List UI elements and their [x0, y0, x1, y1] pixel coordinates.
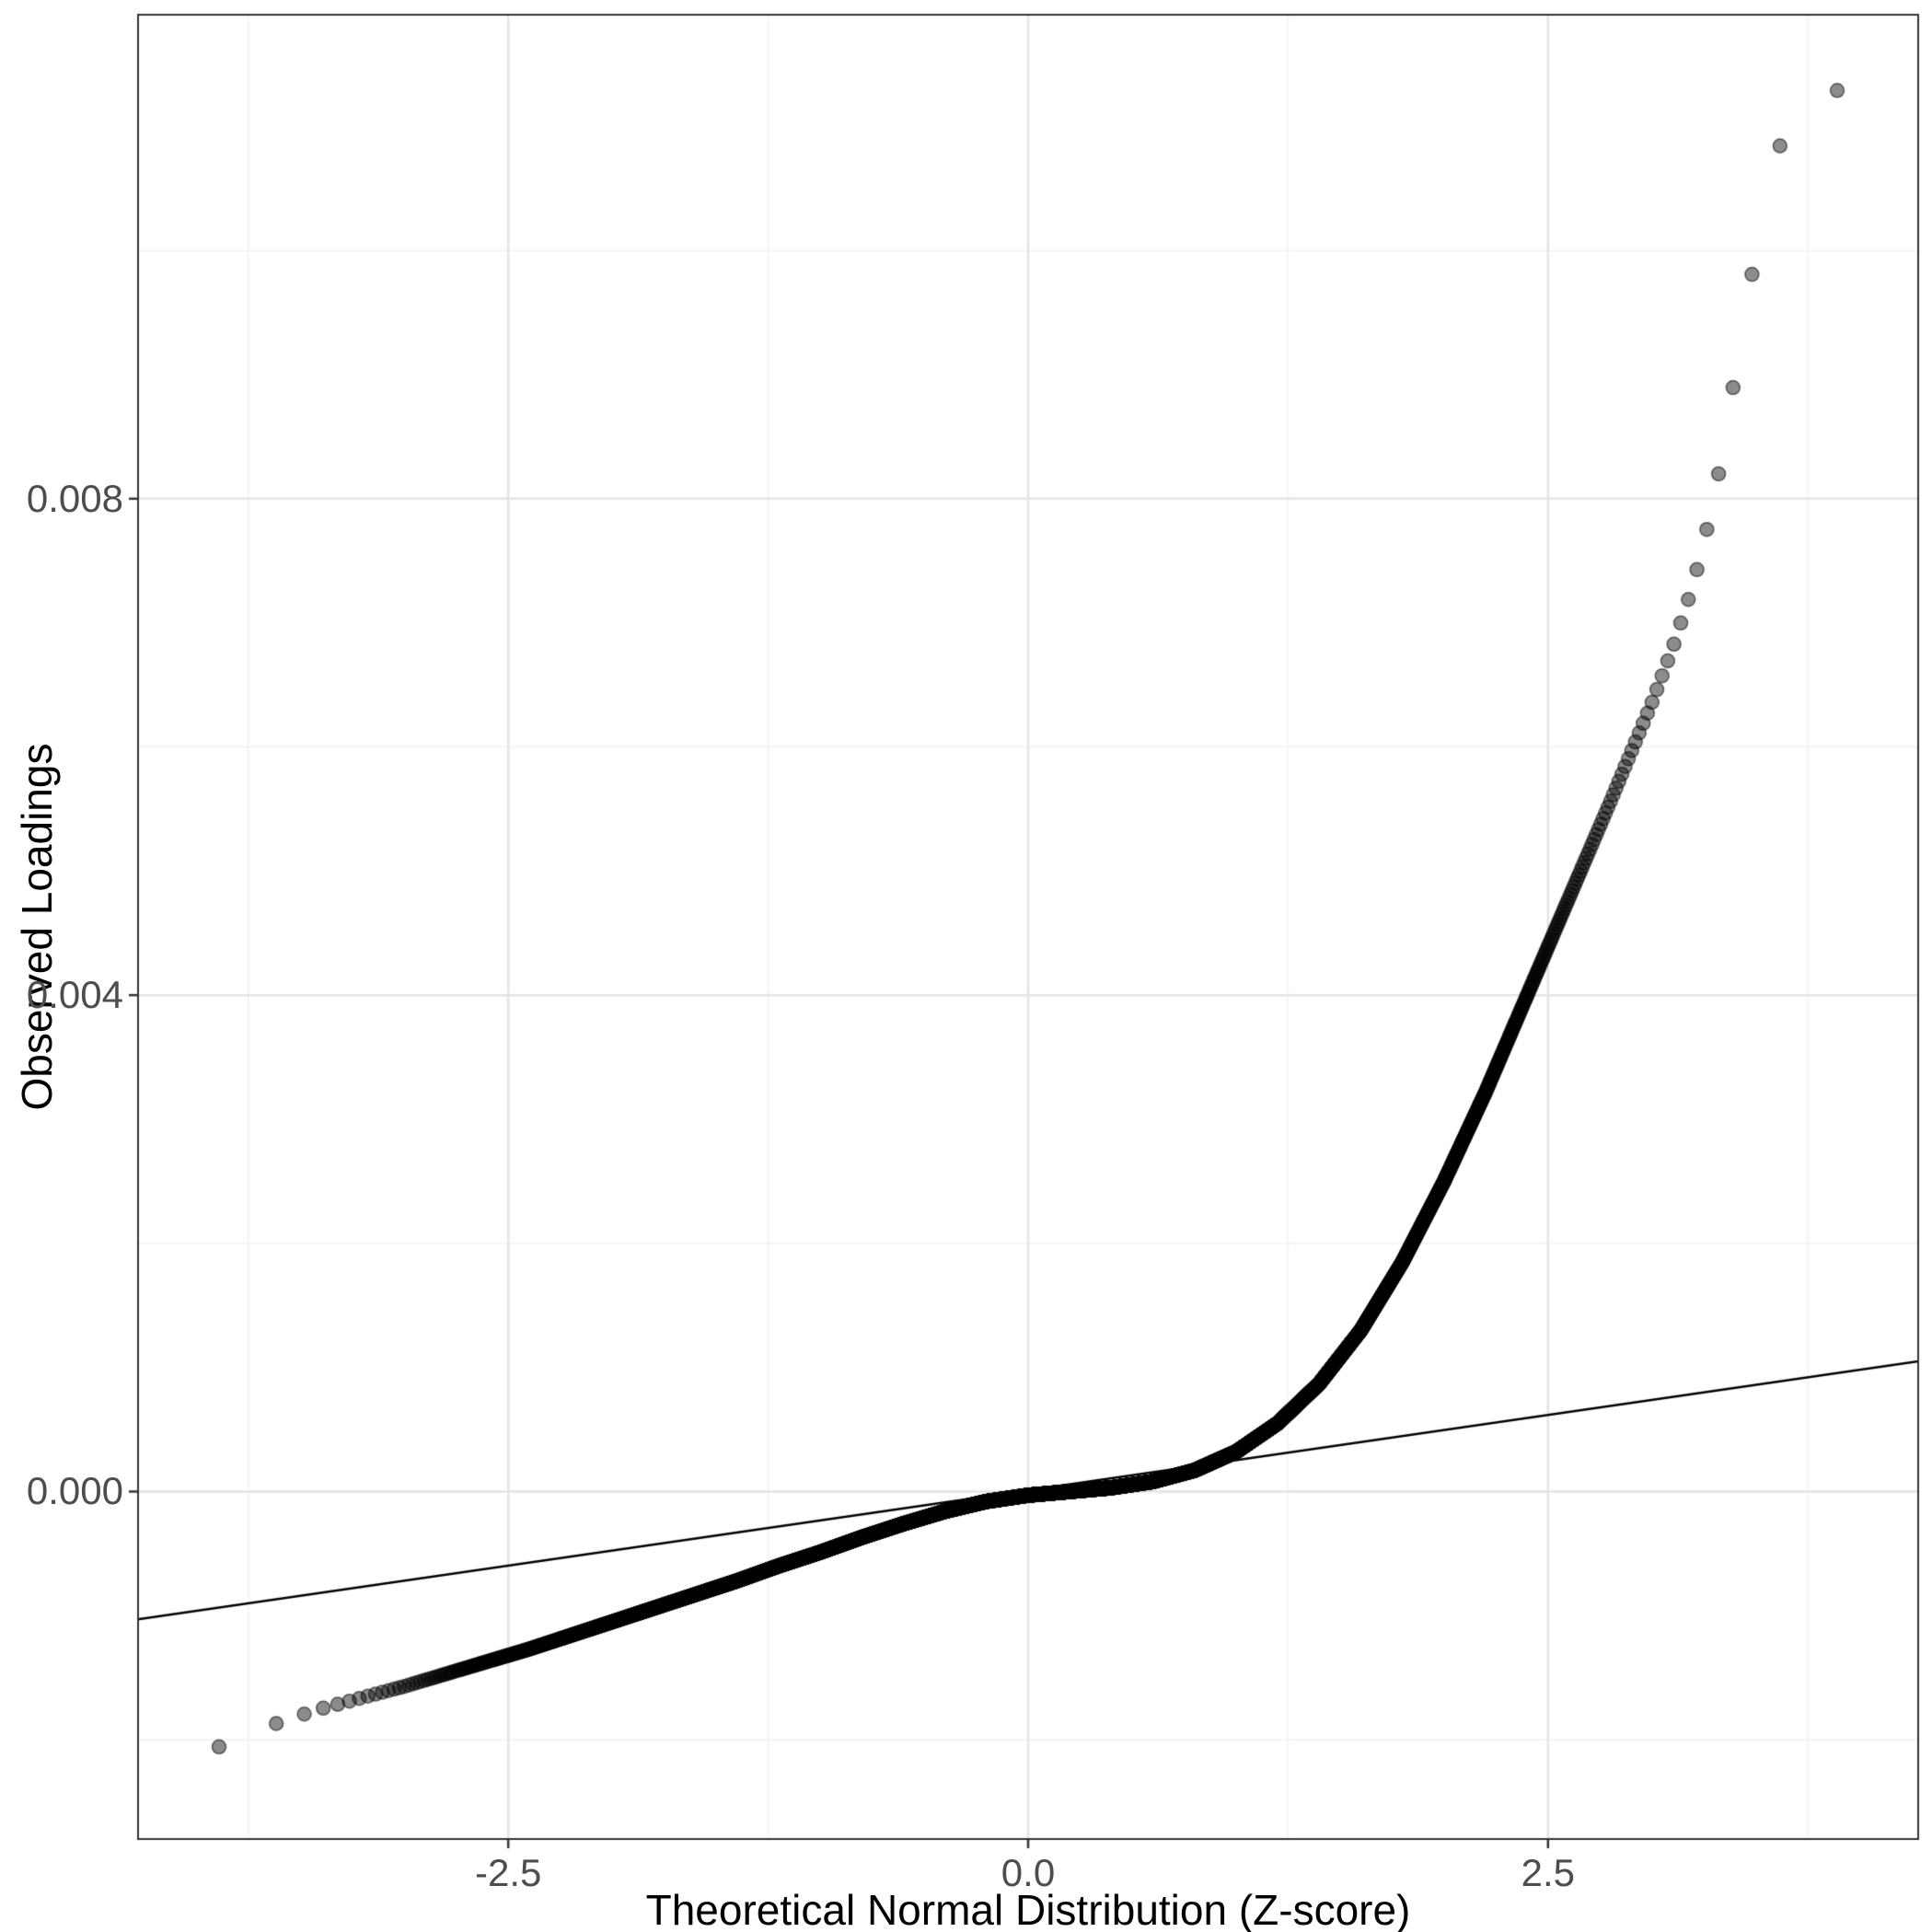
y-tick-label: 0.000 [26, 1469, 123, 1513]
x-tick-label: 0.0 [1001, 1851, 1056, 1894]
x-tick-label: 2.5 [1521, 1851, 1576, 1894]
y-axis-title: Observed Loadings [13, 743, 61, 1111]
y-tick-label: 0.008 [26, 476, 123, 520]
x-tick-label: -2.5 [474, 1851, 542, 1894]
x-axis-title: Theoretical Normal Distribution (Z-score… [645, 1886, 1411, 1932]
y-tick-label: 0.004 [26, 973, 123, 1017]
